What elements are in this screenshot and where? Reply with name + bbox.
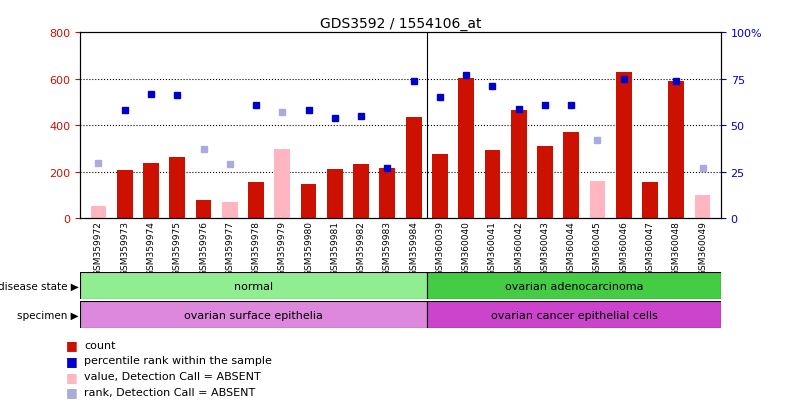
Text: value, Detection Call = ABSENT: value, Detection Call = ABSENT [84,371,261,381]
Text: normal: normal [234,281,273,291]
Bar [511,111,526,219]
Text: disease state ▶: disease state ▶ [0,281,78,291]
Bar [427,301,721,328]
Text: ovarian adenocarcinoma: ovarian adenocarcinoma [505,281,643,291]
Bar [353,164,369,219]
Text: ■: ■ [66,338,78,351]
Text: ■: ■ [66,370,78,383]
Bar [668,82,684,219]
Bar [642,182,658,219]
Bar [91,206,107,219]
Bar [590,182,606,219]
Text: count: count [84,340,115,350]
Bar [406,118,421,219]
Bar [248,183,264,219]
Bar [458,78,474,219]
Text: ■: ■ [66,354,78,367]
Bar [563,133,579,219]
Text: rank, Detection Call = ABSENT: rank, Detection Call = ABSENT [84,387,256,397]
Text: percentile rank within the sample: percentile rank within the sample [84,356,272,366]
Bar [327,169,343,219]
Bar [300,185,316,219]
Bar [222,203,238,219]
Bar [143,163,159,219]
Bar [275,149,290,219]
Bar [485,150,501,219]
Text: ovarian cancer epithelial cells: ovarian cancer epithelial cells [490,310,658,320]
Bar [694,196,710,219]
Text: specimen ▶: specimen ▶ [17,310,78,320]
Bar [117,170,133,219]
Bar [537,147,553,219]
Text: ovarian surface epithelia: ovarian surface epithelia [184,310,323,320]
Title: GDS3592 / 1554106_at: GDS3592 / 1554106_at [320,17,481,31]
Bar [80,301,427,328]
Bar [380,169,395,219]
Bar [195,200,211,219]
Bar [80,273,427,299]
Bar [169,157,185,219]
Bar [427,273,721,299]
Bar [616,73,632,219]
Bar [432,155,448,219]
Text: ■: ■ [66,385,78,399]
